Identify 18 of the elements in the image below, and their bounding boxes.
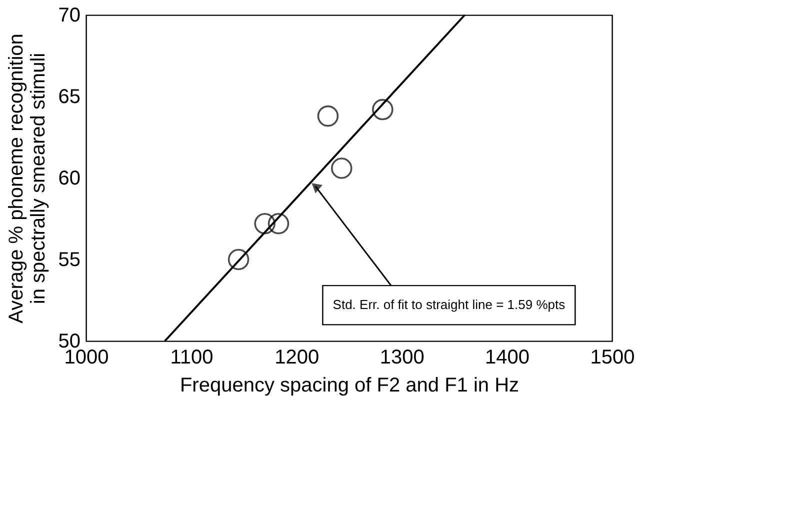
x-tick-label: 1100 <box>170 346 214 368</box>
y-tick-label: 70 <box>58 4 80 26</box>
point <box>228 248 250 270</box>
x-tick-label: 1500 <box>590 346 635 368</box>
x-tick-label: 1200 <box>274 346 320 368</box>
point <box>372 98 394 120</box>
y-tick-label: 60 <box>58 168 80 190</box>
x-tick-label: 1300 <box>380 346 424 368</box>
point <box>254 213 276 234</box>
point <box>317 105 339 127</box>
x-tick-label: 1400 <box>485 346 530 368</box>
y-tick-label: 55 <box>58 249 80 271</box>
y-tick-label: 65 <box>58 86 80 108</box>
annotation: Std. Err. of fit to straight line = 1.59 %pts <box>332 297 566 312</box>
point <box>268 213 290 234</box>
y-axis-title: Average % phoneme recognition in spectrally smeared stimuli <box>5 34 50 324</box>
x-axis-title: Frequency spacing of F2 and F1 in Hz <box>180 374 520 396</box>
point <box>330 158 352 179</box>
